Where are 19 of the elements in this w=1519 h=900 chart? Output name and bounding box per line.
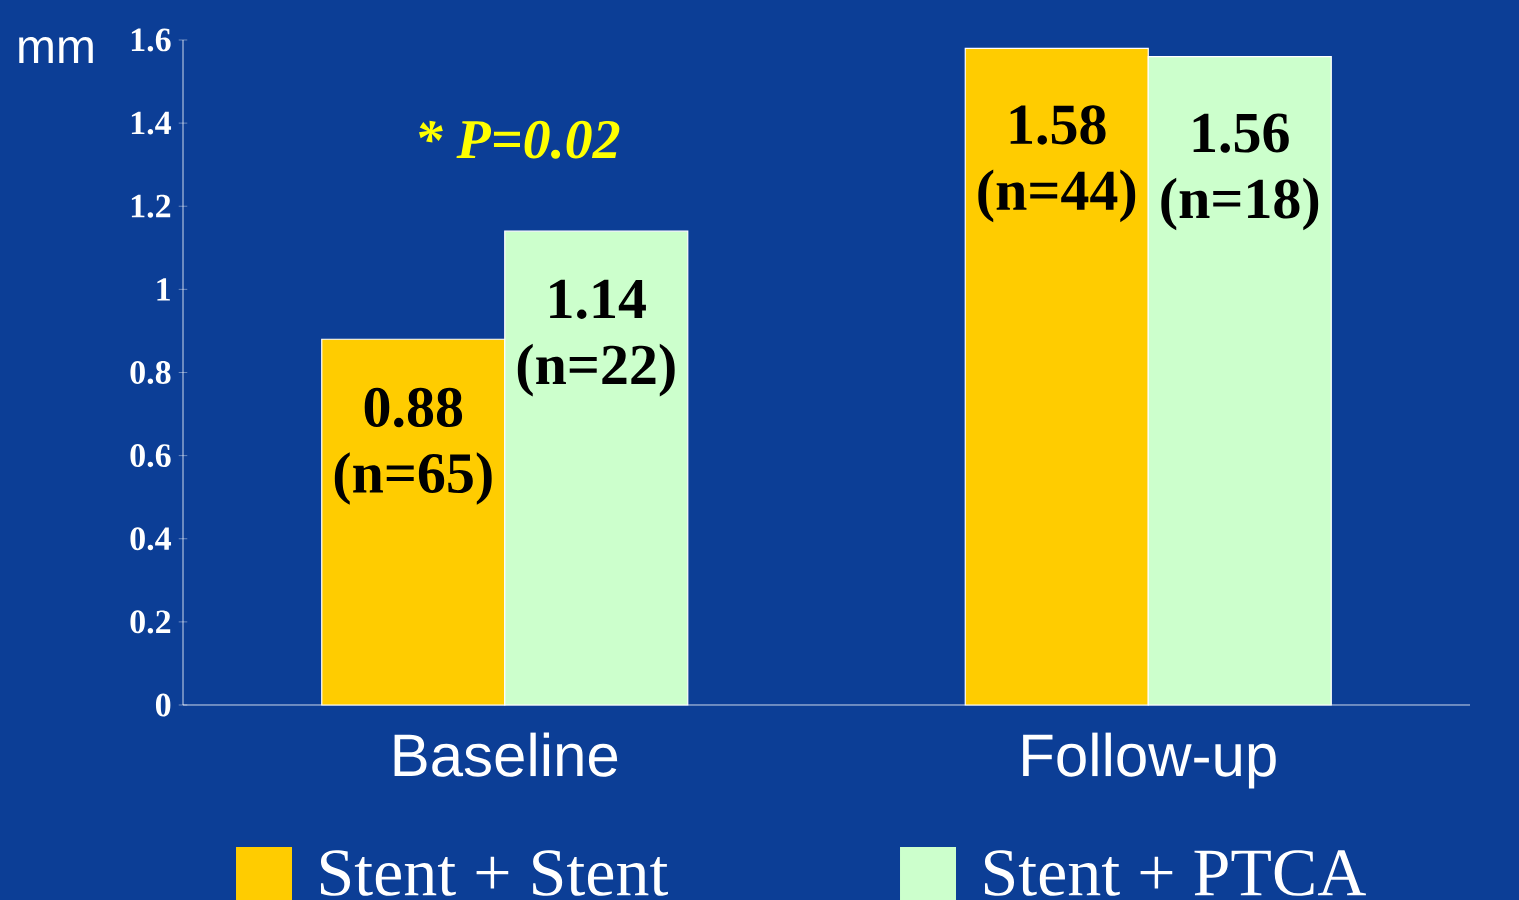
y-axis-title: mm [19,37,93,63]
data-label: 1.56 (n=18) [1161,113,1319,231]
y-tick-label: 0.8 [130,360,171,385]
y-tick-label: 0.6 [130,444,171,468]
x-tick-label: Baseline [394,732,618,777]
y-tick-label: 0 [155,693,171,717]
y-tick-label: 1.4 [131,111,172,135]
y-tick-label: 1.6 [131,28,171,52]
legend-label: Stent + Stent [320,850,668,896]
x-tick-label: Follow-up [1023,732,1276,789]
data-label: 1.58 (n=44) [978,105,1136,223]
annotation: * P=0.02 [419,120,620,159]
y-tick-label: 1 [157,278,170,301]
y-tick-label: 0.4 [130,527,172,551]
y-tick-label: 0.2 [130,610,171,634]
data-label: 1.14 (n=22) [517,279,675,397]
data-label: 0.88 (n=65) [334,387,492,505]
legend-label: Stent + PTCA [984,850,1366,896]
y-tick-label: 1.2 [131,194,171,218]
